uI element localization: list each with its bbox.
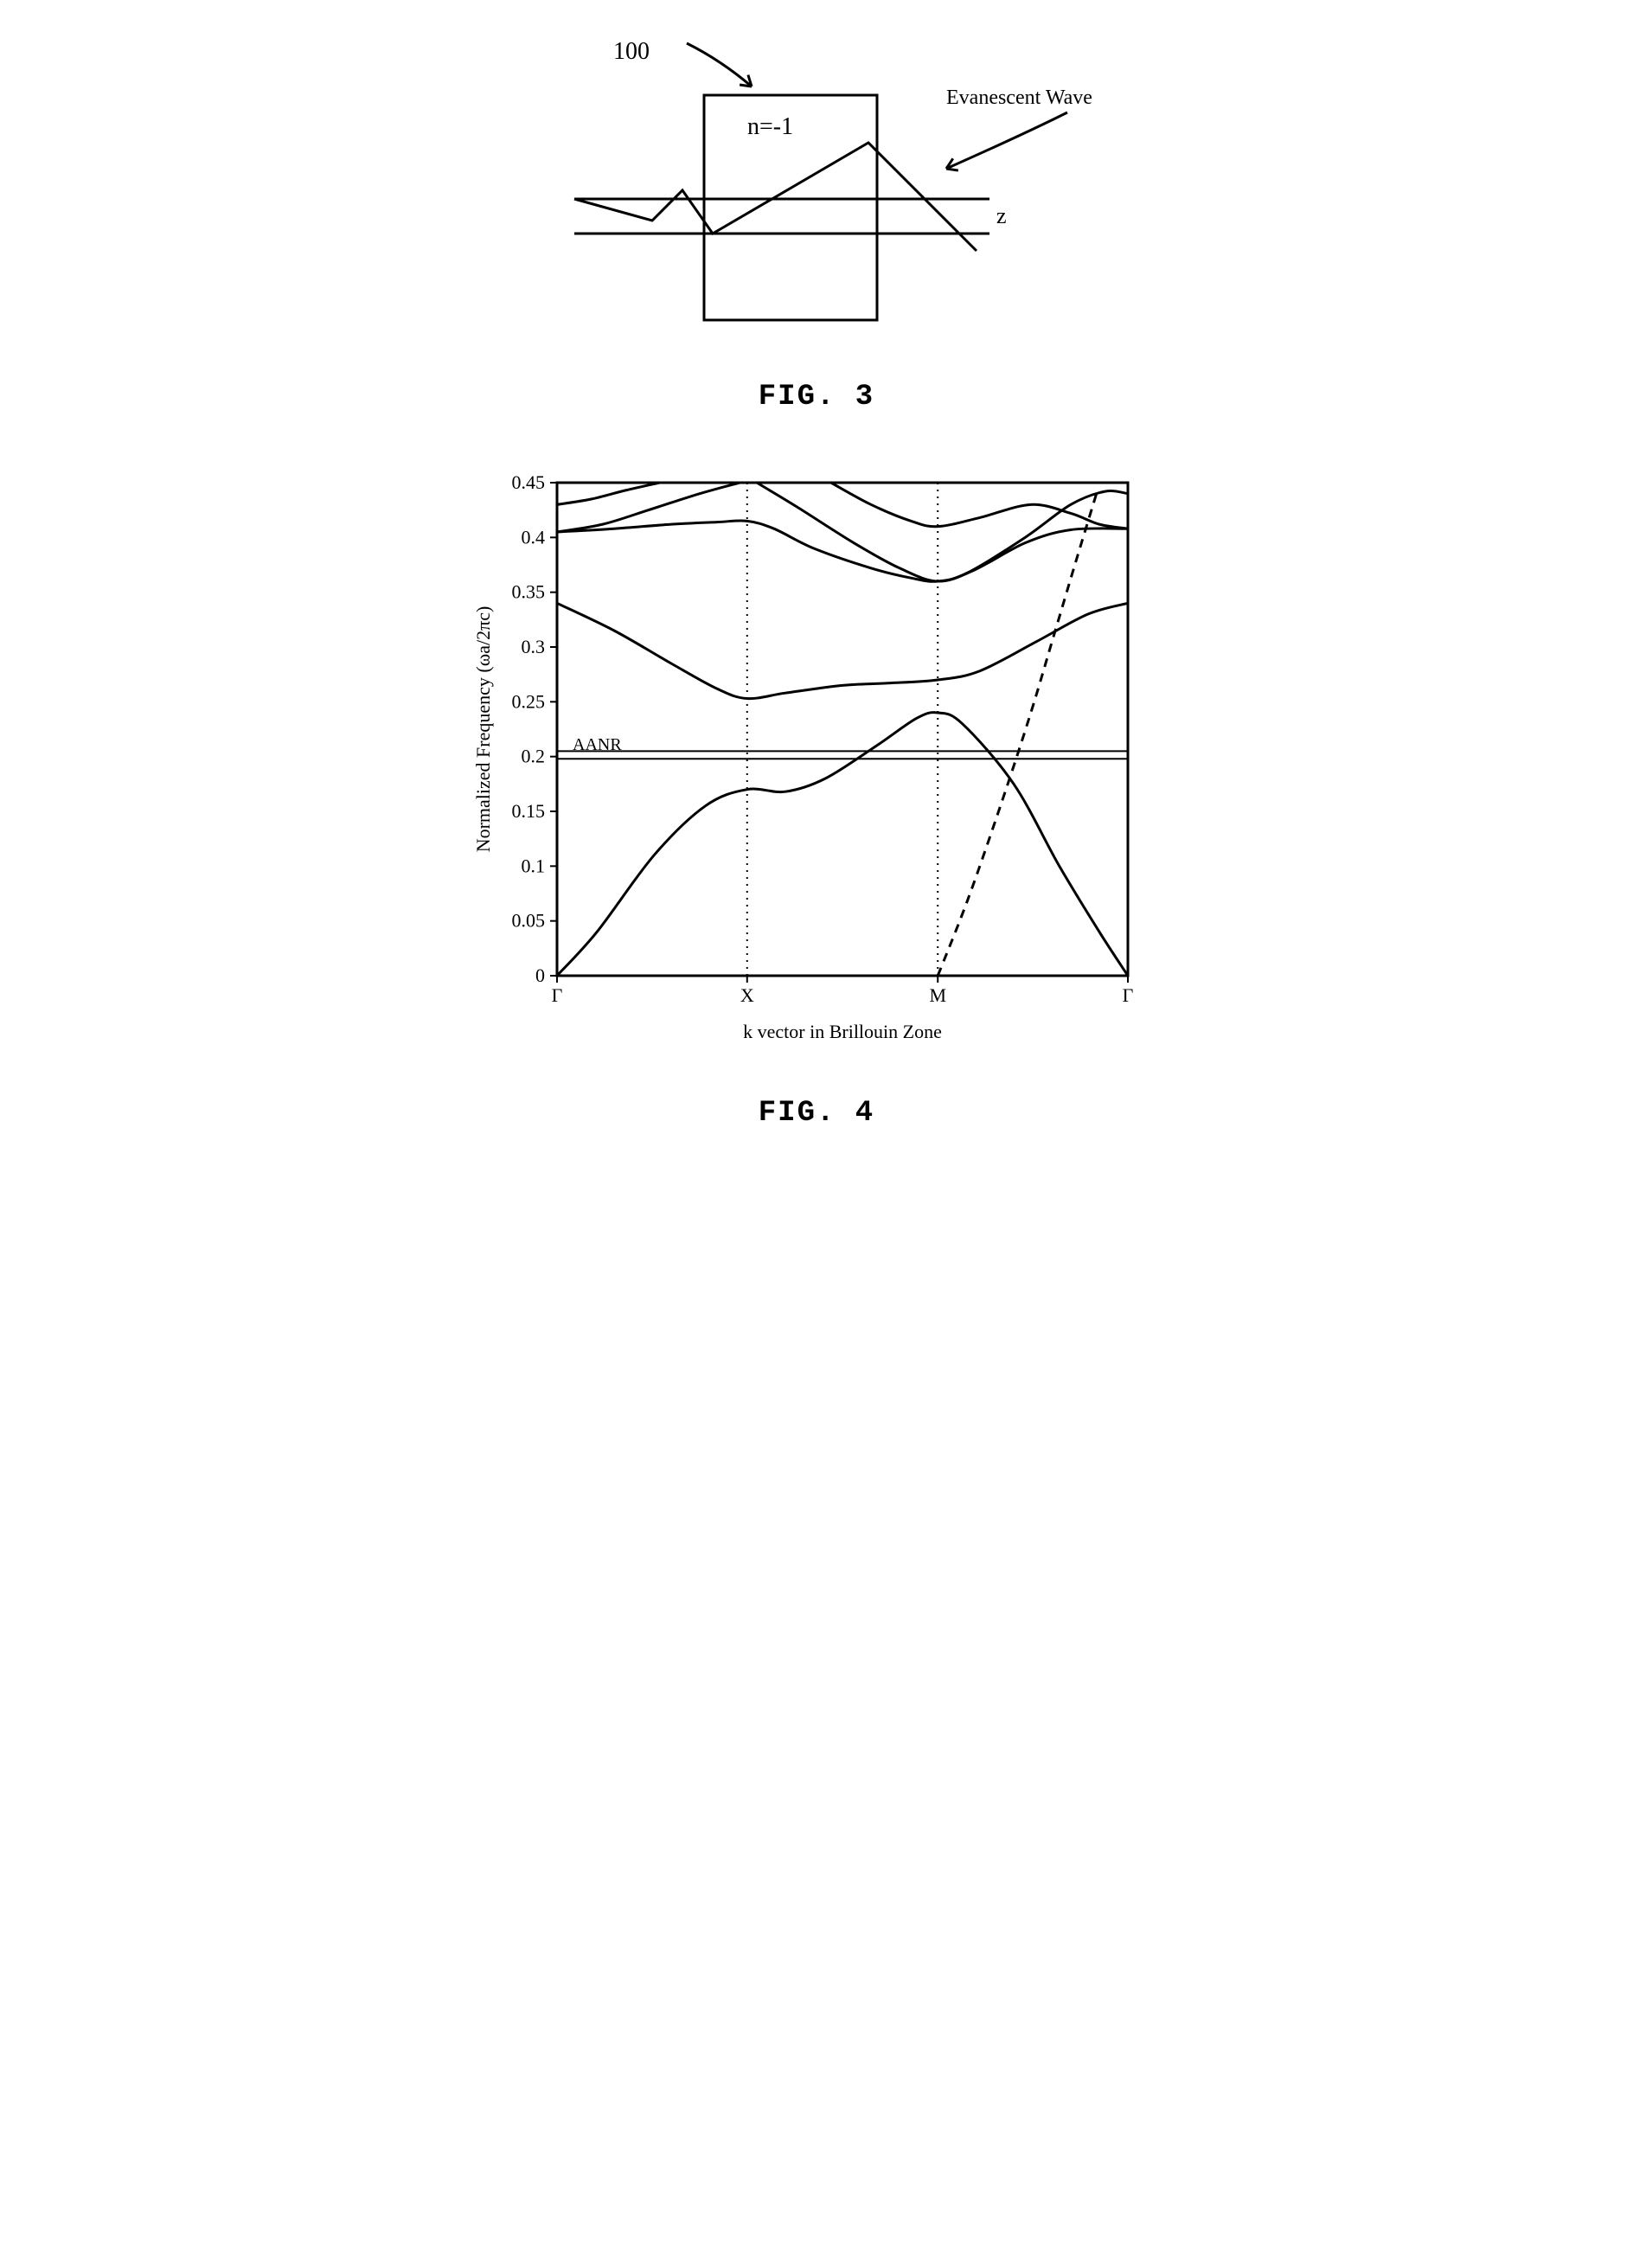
fig3-svg: z n=-1 100 Evanescent Wave <box>462 35 1171 355</box>
fig3-caption: FIG. 3 <box>462 381 1171 413</box>
svg-text:z: z <box>996 203 1007 228</box>
svg-text:n=-1: n=-1 <box>747 113 793 140</box>
svg-text:0.2: 0.2 <box>522 746 546 767</box>
svg-text:Γ: Γ <box>1123 984 1134 1006</box>
svg-text:Evanescent Wave: Evanescent Wave <box>946 86 1092 109</box>
svg-text:M: M <box>929 984 946 1006</box>
svg-text:0.4: 0.4 <box>522 526 546 548</box>
svg-text:100: 100 <box>613 38 650 65</box>
figure-3: z n=-1 100 Evanescent Wave FIG. 3 <box>462 35 1171 413</box>
svg-text:0.15: 0.15 <box>512 800 546 822</box>
svg-text:0.05: 0.05 <box>512 910 546 932</box>
svg-text:0.3: 0.3 <box>522 636 546 657</box>
svg-text:AANR: AANR <box>573 735 622 754</box>
svg-text:0: 0 <box>535 964 545 986</box>
svg-text:0.1: 0.1 <box>522 855 546 876</box>
svg-text:Normalized Frequency (ωa/2πc): Normalized Frequency (ωa/2πc) <box>472 606 494 853</box>
svg-text:0.35: 0.35 <box>512 581 546 603</box>
figure-4: 0 0.05 0.1 0.15 0.2 0.25 0.3 0.35 0.4 0.45 Γ X M Γ AAN… <box>462 465 1171 1130</box>
svg-text:X: X <box>740 984 754 1006</box>
svg-text:Γ: Γ <box>552 984 563 1006</box>
svg-text:0.45: 0.45 <box>512 471 546 493</box>
svg-text:k vector in Brillouin Zone: k vector in Brillouin Zone <box>743 1021 942 1042</box>
svg-text:0.25: 0.25 <box>512 690 546 712</box>
fig4-svg: 0 0.05 0.1 0.15 0.2 0.25 0.3 0.35 0.4 0.45 Γ X M Γ AAN… <box>462 465 1171 1071</box>
fig4-caption: FIG. 4 <box>462 1097 1171 1130</box>
